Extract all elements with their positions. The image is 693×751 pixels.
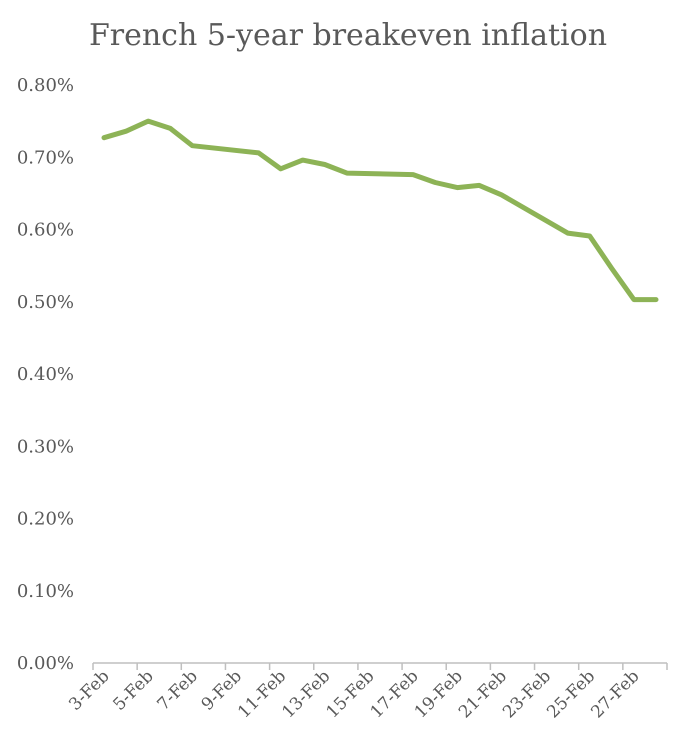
y-tick-label: 0.10%: [17, 581, 74, 602]
series-line: [101, 118, 659, 303]
y-tick-label: 0.00%: [17, 653, 74, 674]
x-tick-label: 25-Feb: [543, 666, 599, 722]
chart-title: French 5-year breakeven inflation: [89, 18, 607, 53]
y-axis-ticks: 0.00% 0.10% 0.20% 0.30% 0.40% 0.50% 0.60% 0.70%…: [17, 75, 74, 674]
y-tick-label: 0.30%: [17, 436, 74, 457]
x-tick-label: 21-Feb: [455, 666, 511, 722]
x-tick-label: 15-Feb: [323, 666, 379, 722]
y-tick-label: 0.70%: [17, 147, 74, 168]
x-tick-label: 27-Feb: [587, 666, 643, 722]
x-axis-ticks: 3-Feb5-Feb7-Feb9-Feb11-Feb13-Feb15-Feb17…: [65, 663, 668, 722]
y-tick-label: 0.50%: [17, 292, 74, 313]
x-tick-label: 5-Feb: [109, 666, 157, 714]
x-tick-label: 11-Feb: [234, 666, 290, 722]
series-group: [101, 118, 659, 303]
x-tick-label: 7-Feb: [154, 666, 202, 714]
y-tick-label: 0.80%: [17, 75, 74, 96]
x-tick-label: 17-Feb: [367, 666, 423, 722]
y-tick-label: 0.40%: [17, 364, 74, 385]
x-tick-label: 13-Feb: [278, 666, 334, 722]
x-tick-label: 19-Feb: [411, 666, 467, 722]
y-tick-label: 0.20%: [17, 509, 74, 530]
x-tick-label: 23-Feb: [499, 666, 555, 722]
y-tick-label: 0.60%: [17, 220, 74, 241]
